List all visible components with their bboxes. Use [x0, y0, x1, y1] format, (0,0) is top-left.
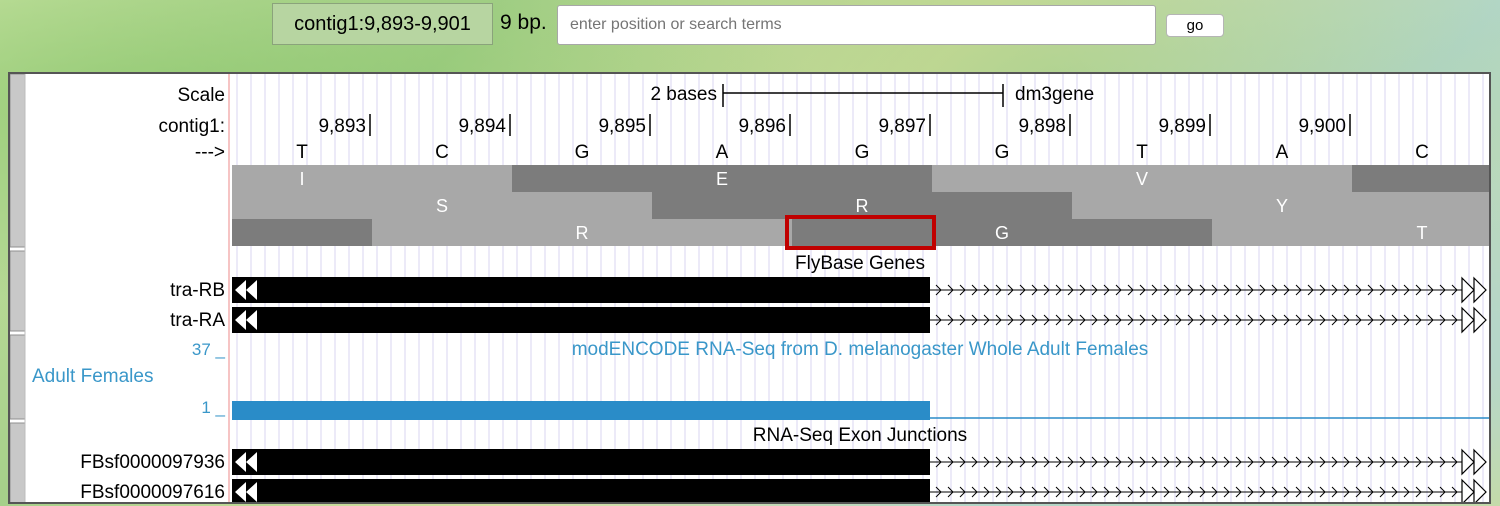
assembly-label: dm3gene	[1015, 84, 1094, 105]
base-letter: T	[296, 142, 308, 163]
codon-block	[1072, 192, 1489, 219]
translation-frames: I E V S R Y R G T	[232, 165, 1489, 246]
codon-block	[1352, 165, 1489, 192]
strand-arrow-icon	[235, 482, 257, 502]
codon-block	[232, 165, 512, 192]
amino-acid: I	[299, 169, 304, 189]
exon-block	[232, 307, 930, 333]
codon-block	[1212, 219, 1489, 246]
rnaseq-signal-bar	[232, 401, 930, 420]
base-letter: T	[1136, 142, 1148, 163]
base-letter: G	[995, 142, 1010, 163]
end-arrow-icon	[1461, 306, 1487, 334]
codon-block	[372, 219, 792, 246]
amino-acid: T	[1417, 223, 1428, 243]
amino-acid: V	[1136, 169, 1148, 189]
ruler-position: 9,900	[1298, 116, 1346, 137]
amino-acid: E	[716, 169, 728, 189]
end-arrow-icon	[1461, 448, 1487, 476]
amino-acid: Y	[1276, 196, 1288, 216]
ruler-position: 9,896	[738, 116, 786, 137]
codon-block	[652, 192, 1072, 219]
ruler-position: 9,898	[1018, 116, 1066, 137]
rnaseq-track-title: modENCODE RNA-Seq from D. melanogaster W…	[572, 339, 1149, 360]
codon-block	[792, 219, 1212, 246]
junction-label-2[interactable]: FBsf0000097616	[80, 482, 225, 503]
strand-label: --->	[195, 142, 225, 163]
side-button-exon-junctions[interactable]	[10, 422, 26, 504]
ruler-position: 9,894	[458, 116, 506, 137]
amino-acid: R	[576, 223, 589, 243]
base-letter: G	[855, 142, 870, 163]
position-toolbar: contig1:9,893-9,901 9 bp. go	[0, 0, 1500, 60]
chrom-label: contig1:	[158, 116, 225, 137]
ruler-position: 9,895	[598, 116, 646, 137]
amino-acid: G	[995, 223, 1009, 243]
side-button-rnaseq[interactable]	[10, 334, 26, 420]
codon-block	[512, 165, 932, 192]
exon-block	[232, 449, 930, 475]
genome-browser-image: Scale 2 bases dm3gene contig1: 9,893 9,89…	[8, 72, 1491, 504]
selection-highlight	[785, 215, 936, 250]
strand-arrow-icon	[235, 310, 257, 330]
rnaseq-ymax: 37 _	[192, 340, 226, 359]
junctions-track-title: RNA-Seq Exon Junctions	[753, 425, 967, 446]
intron-chevrons	[935, 314, 1458, 326]
base-ruler: 9,893 9,894 9,895 9,896 9,897 9,898 9,899 9,900	[318, 114, 1351, 137]
intron-chevrons	[935, 486, 1458, 498]
strand-arrow-icon	[235, 280, 257, 300]
junction-feature-2[interactable]	[232, 478, 1487, 504]
position-display: contig1:9,893-9,901	[272, 3, 493, 45]
scale-label: Scale	[177, 85, 225, 106]
side-button-base-position[interactable]	[10, 74, 26, 248]
base-letter: C	[435, 142, 449, 163]
base-letter: A	[716, 142, 729, 163]
base-letter: A	[1276, 142, 1289, 163]
side-button-flybase-genes[interactable]	[10, 250, 26, 332]
amino-acid: S	[436, 196, 448, 216]
end-arrow-icon	[1461, 276, 1487, 304]
scale-bar-label: 2 bases	[650, 84, 717, 105]
flybase-track-title: FlyBase Genes	[795, 253, 925, 274]
scale-bar	[722, 84, 1004, 107]
rnaseq-side-label[interactable]: Adult Females	[32, 366, 153, 387]
codon-block	[232, 219, 372, 246]
gene-feature-tra-ra[interactable]	[232, 306, 1487, 334]
track-canvas: Scale 2 bases dm3gene contig1: 9,893 9,89…	[10, 74, 1489, 504]
go-button[interactable]: go	[1166, 14, 1224, 37]
intron-chevrons	[935, 456, 1458, 468]
strand-arrow-icon	[235, 452, 257, 472]
gene-feature-tra-rb[interactable]	[232, 276, 1487, 304]
junction-label-1[interactable]: FBsf0000097936	[80, 452, 225, 473]
exon-block	[232, 479, 930, 502]
gene-label-tra-ra[interactable]: tra-RA	[170, 310, 225, 331]
rnaseq-ymin: 1 _	[201, 398, 225, 417]
gene-label-tra-rb[interactable]: tra-RB	[170, 280, 225, 301]
exon-block	[232, 277, 930, 303]
intron-chevrons	[935, 284, 1458, 296]
ruler-position: 9,893	[318, 116, 366, 137]
ruler-position: 9,897	[878, 116, 926, 137]
junction-feature-1[interactable]	[232, 448, 1487, 476]
base-letter: G	[575, 142, 590, 163]
ruler-position: 9,899	[1158, 116, 1206, 137]
base-letter: C	[1415, 142, 1429, 163]
end-arrow-icon	[1461, 478, 1487, 502]
amino-acid: R	[856, 196, 869, 216]
search-input[interactable]	[557, 5, 1156, 45]
codon-block	[232, 192, 652, 219]
region-size: 9 bp.	[500, 11, 547, 34]
codon-block	[932, 165, 1352, 192]
